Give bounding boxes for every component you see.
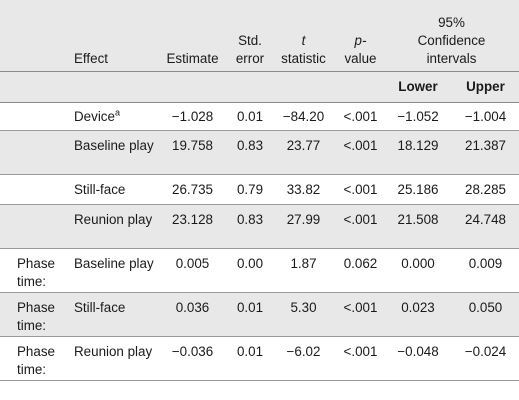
header-t-statistic: t statistic <box>270 0 337 72</box>
row-effect: Baseline play <box>68 130 155 175</box>
row-ci-lower: −1.052 <box>384 102 452 131</box>
row-group: Phase time: <box>0 248 68 293</box>
row-t-statistic: −84.20 <box>270 102 337 131</box>
header-p-value: p-value <box>337 0 384 72</box>
row-t-statistic: 23.77 <box>270 130 337 175</box>
row-ci-lower: 25.186 <box>384 174 452 205</box>
row-group: Phase time: <box>0 292 68 337</box>
row-p-value: <.001 <box>337 204 384 249</box>
header-confidence-intervals: 95% Confidence intervals <box>384 0 519 72</box>
row-estimate: 19.758 <box>155 130 230 175</box>
header-lower: Lower <box>384 71 452 103</box>
header-row: Effect Estimate Std. error t statistic p-v… <box>0 0 519 72</box>
row-ci-lower: 18.129 <box>384 130 452 175</box>
row-estimate: −1.028 <box>155 102 230 131</box>
row-p-value: <.001 <box>337 336 384 381</box>
row-group: Phase time: <box>0 336 68 381</box>
row-ci-lower: 0.023 <box>384 292 452 337</box>
row-group <box>0 204 68 249</box>
table-row: Baseline play 19.758 0.83 23.77 <.001 18… <box>0 130 519 175</box>
row-std-error: 0.01 <box>230 336 270 381</box>
row-std-error: 0.01 <box>230 102 270 131</box>
footnote-marker: a <box>114 107 120 118</box>
results-table: Effect Estimate Std. error t statistic p-v… <box>0 0 519 381</box>
header-upper: Upper <box>452 71 519 103</box>
row-t-statistic: 5.30 <box>270 292 337 337</box>
row-ci-lower: 21.508 <box>384 204 452 249</box>
row-estimate: 26.735 <box>155 174 230 205</box>
table-row: Reunion play 23.128 0.83 27.99 <.001 21.… <box>0 204 519 249</box>
row-t-statistic: 27.99 <box>270 204 337 249</box>
row-ci-upper: 0.050 <box>452 292 519 337</box>
row-effect: Devicea <box>68 102 155 131</box>
row-ci-upper: 24.748 <box>452 204 519 249</box>
row-ci-lower: 0.000 <box>384 248 452 293</box>
row-effect: Still-face <box>68 292 155 337</box>
row-p-value: 0.062 <box>337 248 384 293</box>
row-t-statistic: −6.02 <box>270 336 337 381</box>
header-std-error: Std. error <box>230 0 270 72</box>
row-ci-upper: −1.004 <box>452 102 519 131</box>
header-group <box>0 0 68 72</box>
row-effect: Reunion play <box>68 336 155 381</box>
row-ci-upper: 28.285 <box>452 174 519 205</box>
row-estimate: −0.036 <box>155 336 230 381</box>
table-row: Phase time: Baseline play 0.005 0.00 1.8… <box>0 248 519 293</box>
row-estimate: 23.128 <box>155 204 230 249</box>
header-estimate: Estimate <box>155 0 230 72</box>
row-ci-upper: −0.024 <box>452 336 519 381</box>
row-ci-upper: 21.387 <box>452 130 519 175</box>
row-group <box>0 130 68 175</box>
row-std-error: 0.83 <box>230 204 270 249</box>
table-row: Still-face 26.735 0.79 33.82 <.001 25.18… <box>0 174 519 205</box>
row-group <box>0 174 68 205</box>
row-p-value: <.001 <box>337 102 384 131</box>
row-group <box>0 102 68 131</box>
row-p-value: <.001 <box>337 174 384 205</box>
row-t-statistic: 33.82 <box>270 174 337 205</box>
row-std-error: 0.79 <box>230 174 270 205</box>
table-row: Phase time: Reunion play −0.036 0.01 −6.… <box>0 336 519 381</box>
row-t-statistic: 1.87 <box>270 248 337 293</box>
header-effect: Effect <box>68 0 155 72</box>
row-std-error: 0.83 <box>230 130 270 175</box>
row-p-value: <.001 <box>337 292 384 337</box>
row-p-value: <.001 <box>337 130 384 175</box>
row-estimate: 0.036 <box>155 292 230 337</box>
row-estimate: 0.005 <box>155 248 230 293</box>
row-std-error: 0.00 <box>230 248 270 293</box>
table-row: Phase time: Still-face 0.036 0.01 5.30 <… <box>0 292 519 337</box>
row-effect: Reunion play <box>68 204 155 249</box>
row-effect: Still-face <box>68 174 155 205</box>
row-ci-upper: 0.009 <box>452 248 519 293</box>
row-effect: Baseline play <box>68 248 155 293</box>
row-ci-lower: −0.048 <box>384 336 452 381</box>
row-std-error: 0.01 <box>230 292 270 337</box>
table-row: Devicea −1.028 0.01 −84.20 <.001 −1.052 … <box>0 102 519 131</box>
subheader-row: Lower Upper <box>0 71 519 103</box>
